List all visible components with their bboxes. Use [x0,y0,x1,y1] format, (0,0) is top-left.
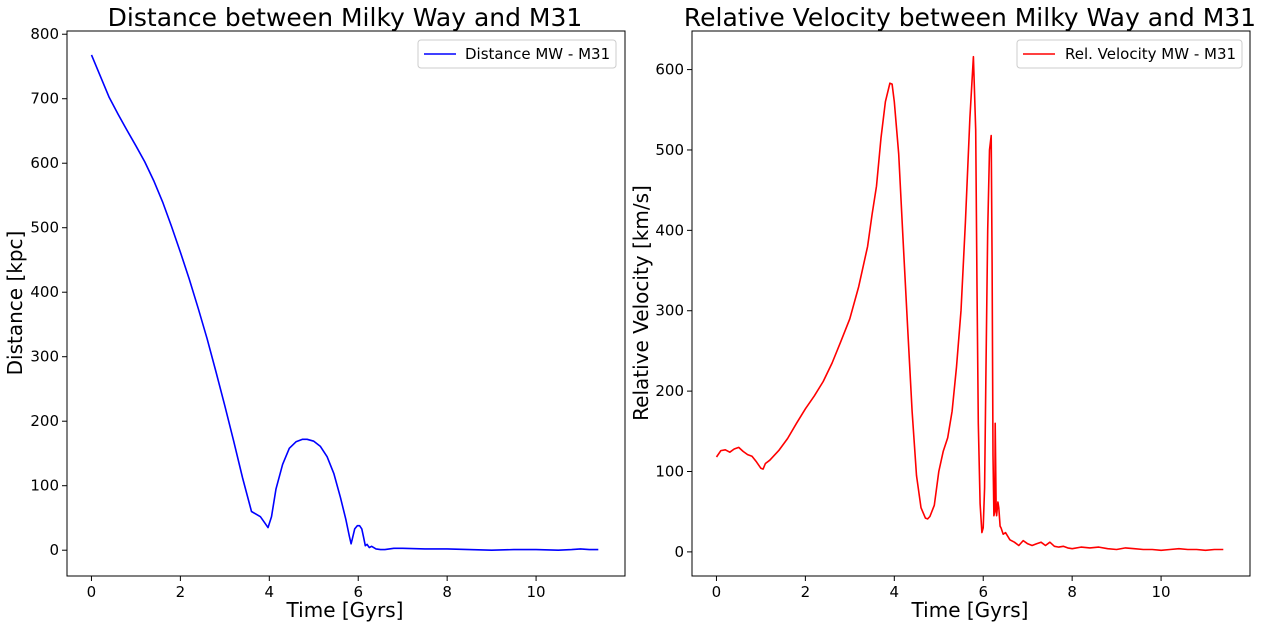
velocity-y-tick-label: 100 [655,463,684,481]
distance-legend-label: Distance MW - M31 [465,45,610,63]
velocity-chart-title: Relative Velocity between Milky Way and … [684,3,1256,32]
distance-y-tick-label: 200 [30,412,59,430]
distance-x-axis-label: Time [Gyrs] [286,598,404,622]
distance-x-tick-label: 2 [176,583,186,601]
distance-chart-title: Distance between Milky Way and M31 [108,3,583,32]
distance-y-tick-label: 800 [30,25,59,43]
velocity-panel: Relative Velocity between Milky Way and … [629,3,1256,622]
velocity-y-tick-label: 300 [655,302,684,320]
distance-y-ticks: 0 100 200 300 400 500 600 700 800 [30,25,67,559]
velocity-y-tick-label: 200 [655,382,684,400]
distance-x-tick-label: 0 [87,583,97,601]
velocity-x-tick-label: 2 [801,583,811,601]
distance-x-ticks: 0 2 4 6 8 10 [87,576,546,601]
distance-y-tick-label: 600 [30,154,59,172]
distance-y-tick-label: 100 [30,477,59,495]
distance-y-tick-label: 500 [30,219,59,237]
velocity-y-axis-label: Relative Velocity [km/s] [629,185,653,421]
distance-x-tick-label: 10 [527,583,546,601]
velocity-x-tick-label: 8 [1067,583,1077,601]
distance-legend-box [417,39,617,69]
distance-panel: Distance between Milky Way and M31 0 2 4 6 8… [3,3,626,622]
velocity-x-ticks: 0 2 4 6 8 10 [712,576,1171,601]
distance-legend: Distance MW - M31 [417,39,617,69]
distance-series-line-0 [90,54,599,551]
distance-x-tick-label: 6 [353,583,363,601]
distance-plot-area [66,30,626,577]
velocity-x-tick-label: 4 [890,583,900,601]
velocity-series-lines [715,55,1224,552]
velocity-y-ticks: 0 100 200 300 400 500 600 [655,61,692,561]
distance-y-tick-label: 300 [30,348,59,366]
velocity-x-tick-label: 6 [978,583,988,601]
velocity-y-tick-label: 400 [655,221,684,239]
distance-x-tick-label: 4 [265,583,275,601]
distance-series-lines [90,54,599,551]
distance-y-tick-label: 0 [49,541,59,559]
velocity-y-tick-label: 0 [674,543,684,561]
velocity-plot-area [691,30,1251,577]
velocity-legend-box [1016,39,1243,69]
velocity-y-tick-label: 500 [655,141,684,159]
distance-x-tick-label: 8 [442,583,452,601]
velocity-y-tick-label: 600 [655,61,684,79]
distance-y-tick-label: 400 [30,283,59,301]
distance-y-axis-label: Distance [kpc] [3,231,27,376]
velocity-series-line-0 [715,55,1224,552]
velocity-x-tick-label: 10 [1152,583,1171,601]
velocity-legend-label: Rel. Velocity MW - M31 [1065,45,1236,63]
velocity-x-tick-label: 0 [712,583,722,601]
velocity-legend: Rel. Velocity MW - M31 [1016,39,1243,69]
distance-y-tick-label: 700 [30,90,59,108]
velocity-x-axis-label: Time [Gyrs] [911,598,1029,622]
